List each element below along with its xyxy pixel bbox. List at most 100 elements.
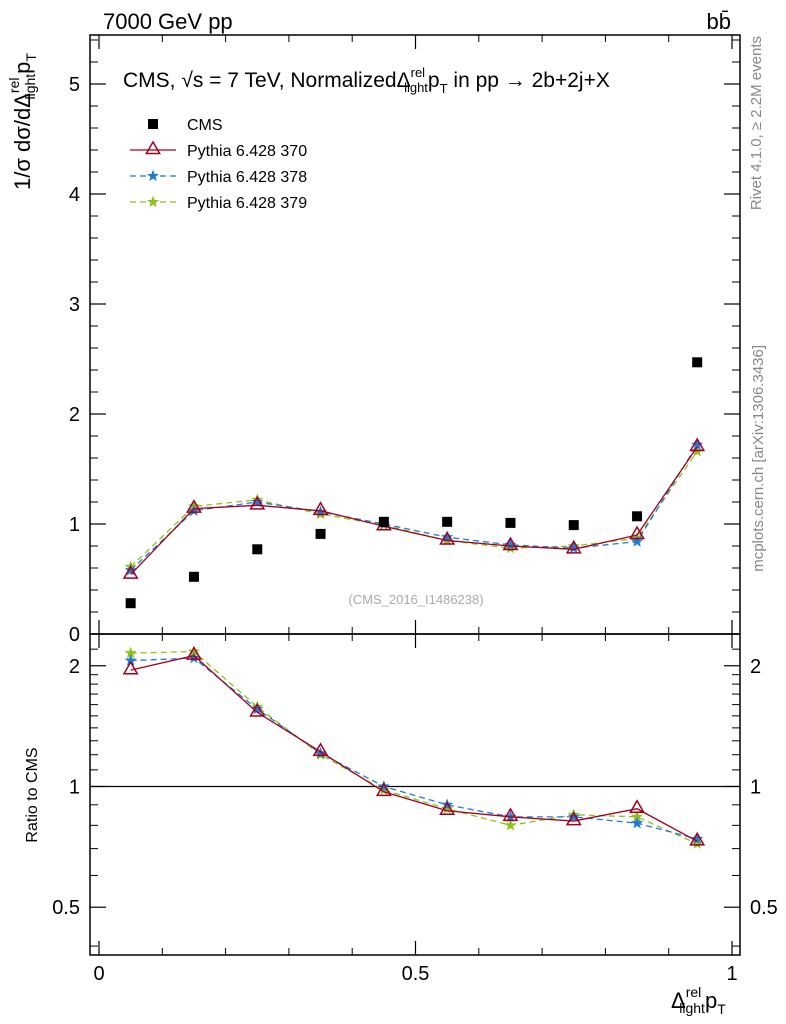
legend-label-pythia-6-428-370: Pythia 6.428 370: [187, 143, 307, 160]
point-pythia-6-428-378: [631, 535, 644, 547]
cms-data-point: [125, 598, 136, 609]
ratio-point-pythia-6-428-370: [629, 799, 645, 814]
point-pythia-6-428-378: [251, 495, 264, 508]
title-t: T: [440, 81, 448, 96]
x-tick-label: 0: [93, 963, 104, 985]
ratio-line-pythia-6-428-370: [130, 654, 698, 842]
point-pythia-6-428-370: [689, 437, 706, 452]
ratio-point-pythia-6-428-370: [565, 811, 582, 826]
xlabel-sup: rel: [686, 984, 702, 1000]
ratio-line-pythia-6-428-378: [130, 657, 698, 840]
title-suffix: in pp →: [448, 69, 532, 92]
legend: CMS Pythia 6.428 370 Pythia 6.428 378 Pythi…: [130, 117, 307, 212]
ratio-point-pythia-6-428-370: [122, 660, 139, 675]
ratio-line-pythia-6-428-379: [130, 650, 698, 845]
point-pythia-6-428-370: [439, 530, 456, 545]
ylabel-text: 1/σ dσ/dΔ: [10, 93, 35, 190]
y-tick-label-main: 4: [69, 184, 80, 206]
ratio-point-pythia-6-428-370: [186, 646, 202, 660]
ratio-point-pythia-6-428-378: [567, 810, 580, 822]
point-pythia-6-428-378: [567, 541, 580, 554]
y-axis-label-main: 1/σ dσ/dΔrellightpT: [6, 53, 39, 190]
xlabel-sub: light: [679, 1000, 705, 1016]
ratio-point-pythia-6-428-379: [504, 818, 517, 831]
ratio-plot-frame: [89, 633, 741, 956]
legend-marker-pythia-6-428-378: [146, 169, 160, 182]
chart-title: CMS, √s = 7 TeV, NormalizedΔrel lightpT i…: [123, 65, 610, 96]
y-tick-label-main: 2: [69, 404, 80, 426]
watermark: (CMS_2016_I1486238): [348, 592, 483, 607]
point-pythia-6-428-370: [122, 565, 139, 579]
y-tick-label-main: 0: [69, 624, 80, 646]
y-tick-label-ratio: 0.5: [750, 897, 778, 919]
point-pythia-6-428-370: [629, 525, 645, 540]
series-line-pythia-6-428-370: [130, 446, 698, 576]
y-tick-label-ratio: 2: [750, 656, 761, 678]
title-sub: light: [404, 80, 428, 95]
point-pythia-6-428-370: [249, 495, 266, 510]
ratio-point-pythia-6-428-378: [377, 780, 390, 792]
x-tick-label: 1: [726, 963, 737, 985]
legend-label-cms: CMS: [187, 117, 223, 134]
y-axis-label-ratio: Ratio to CMS: [24, 747, 41, 842]
series-layer: [122, 357, 706, 849]
legend-marker-pythia-6-428-370: [145, 140, 161, 155]
legend-marker-cms: [148, 119, 158, 129]
legend-label-pythia-6-428-379: Pythia 6.428 379: [187, 195, 307, 212]
ratio-point-pythia-6-428-370: [439, 801, 456, 816]
xlabel-t: T: [717, 1001, 726, 1017]
xlabel-delta: Δ: [671, 988, 686, 1013]
cms-data-point: [442, 516, 453, 527]
series-line-pythia-6-428-379: [130, 451, 698, 568]
energy-label: 7000 GeV pp: [103, 9, 233, 34]
xlabel-p: p: [705, 988, 717, 1013]
title-p: p: [428, 69, 440, 92]
title-sup: rel: [411, 65, 426, 80]
rivet-label: Rivet 4.1.0, ≥ 2.2M events: [748, 36, 765, 210]
cms-data-point: [378, 516, 389, 527]
ylabel-p: p: [10, 62, 35, 74]
title-delta: Δ: [397, 69, 411, 92]
y-tick-label-main: 3: [69, 294, 80, 316]
process-label: bb̄: [707, 9, 731, 34]
cms-data-point: [252, 544, 263, 555]
ratio-point-pythia-6-428-378: [631, 816, 644, 829]
ticks-layer: 0 0.5 1 0 1 2 3 4 5 0.5 0.5 1 1 2 2: [52, 35, 778, 985]
point-pythia-6-428-370: [565, 539, 582, 554]
ylabel-sup: rel: [6, 78, 22, 94]
point-pythia-6-428-370: [312, 501, 329, 516]
mcplots-label: mcplots.cern.ch [arXiv:1306.3436]: [750, 345, 767, 572]
y-tick-label-ratio: 0.5: [52, 897, 80, 919]
cms-data-point: [568, 520, 579, 531]
point-pythia-6-428-378: [124, 563, 137, 576]
title-final: 2b+2j+X: [532, 69, 610, 92]
ratio-point-pythia-6-428-370: [249, 702, 266, 717]
cms-data-point: [692, 357, 703, 368]
title-sqrt: √: [181, 69, 193, 92]
point-pythia-6-428-370: [186, 499, 202, 513]
series-line-pythia-6-428-378: [130, 444, 698, 571]
ratio-point-pythia-6-428-378: [441, 798, 454, 810]
legend-label-pythia-6-428-378: Pythia 6.428 378: [187, 169, 307, 186]
y-tick-label-ratio: 2: [69, 656, 80, 678]
ratio-point-pythia-6-428-370: [689, 831, 706, 846]
x-tick-label: 0.5: [402, 963, 430, 985]
cms-data-point: [632, 511, 643, 522]
title-prefix: CMS,: [123, 69, 181, 92]
ratio-point-pythia-6-428-370: [502, 807, 519, 822]
x-axis-label: Δrel lightpT: [671, 984, 726, 1017]
cms-data-point: [505, 517, 516, 528]
y-tick-label-main: 1: [69, 514, 80, 536]
y-tick-label-ratio: 1: [750, 776, 761, 798]
y-tick-label-main: 5: [69, 74, 80, 96]
ratio-point-pythia-6-428-378: [251, 702, 264, 715]
point-pythia-6-428-370: [502, 536, 519, 551]
ylabel-t: T: [23, 53, 39, 62]
ylabel-sub: light: [22, 74, 38, 100]
cms-data-point: [188, 571, 199, 582]
ratio-point-pythia-6-428-370: [375, 782, 392, 797]
point-pythia-6-428-378: [504, 538, 517, 551]
legend-marker-pythia-6-428-379: [146, 195, 160, 208]
title-s: s = 7 TeV, Normalized: [193, 69, 397, 92]
